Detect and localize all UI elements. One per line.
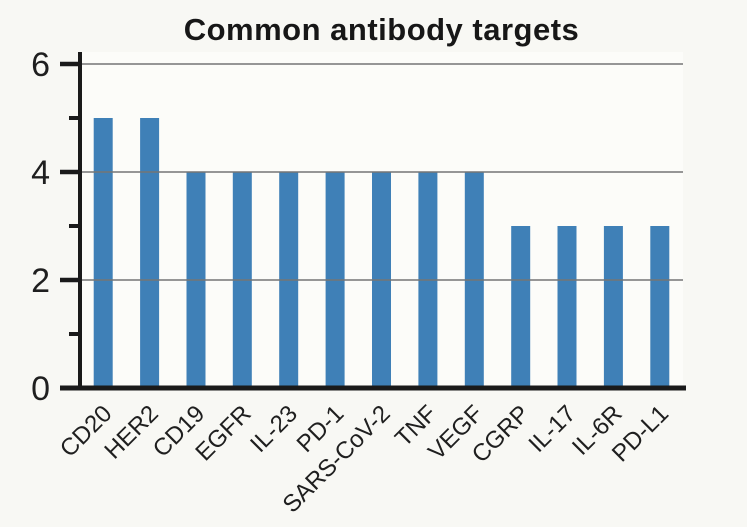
bar [93, 118, 113, 388]
y-tick-label: 2 [31, 262, 50, 300]
bar [140, 118, 160, 388]
y-tick-label: 4 [31, 154, 50, 192]
x-tick-label: IL-23 [245, 400, 303, 458]
x-tick-label: HER2 [99, 400, 163, 464]
y-tick-label: 0 [31, 370, 50, 408]
bar [603, 226, 623, 388]
bar [511, 226, 531, 388]
x-tick-label: IL-17 [524, 400, 582, 458]
bar [557, 226, 577, 388]
chart-title: Common antibody targets [183, 12, 580, 47]
bar [650, 226, 670, 388]
y-tick-label: 6 [31, 46, 50, 84]
